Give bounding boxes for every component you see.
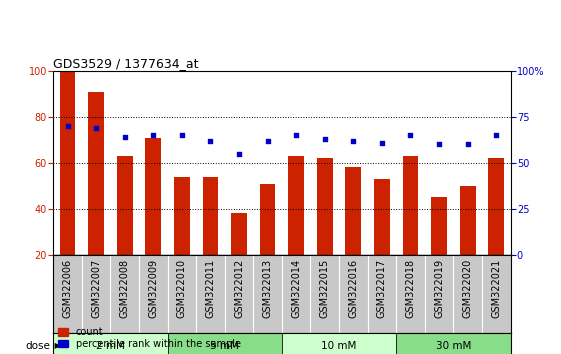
- Point: [435, 142, 444, 147]
- Bar: [168, 333, 282, 354]
- Bar: [145, 137, 161, 255]
- Point: [177, 132, 186, 138]
- Point: [463, 142, 472, 147]
- Bar: [53, 333, 168, 354]
- Bar: [282, 333, 396, 354]
- Bar: [403, 156, 419, 255]
- Text: GSM322019: GSM322019: [434, 259, 444, 318]
- Text: GSM322017: GSM322017: [377, 259, 387, 318]
- Bar: [117, 156, 132, 255]
- Point: [292, 132, 301, 138]
- Text: GSM322006: GSM322006: [63, 259, 72, 318]
- Bar: [431, 198, 447, 255]
- Text: GSM322008: GSM322008: [119, 259, 130, 318]
- Point: [378, 140, 387, 145]
- Text: 30 mM: 30 mM: [436, 341, 471, 350]
- Text: GSM322014: GSM322014: [291, 259, 301, 318]
- Text: GDS3529 / 1377634_at: GDS3529 / 1377634_at: [53, 57, 199, 70]
- Bar: [231, 213, 247, 255]
- Bar: [396, 333, 511, 354]
- Bar: [260, 183, 275, 255]
- Text: GSM322007: GSM322007: [91, 259, 101, 318]
- Text: GSM322016: GSM322016: [348, 259, 358, 318]
- Point: [63, 123, 72, 129]
- Bar: [88, 92, 104, 255]
- Text: dose: dose: [26, 341, 50, 350]
- Legend: count, percentile rank within the sample: count, percentile rank within the sample: [58, 327, 241, 349]
- Bar: [489, 158, 504, 255]
- Bar: [288, 156, 304, 255]
- Point: [320, 136, 329, 142]
- Text: 2 mM: 2 mM: [96, 341, 125, 350]
- Point: [120, 134, 129, 140]
- Point: [263, 138, 272, 144]
- Text: ▶: ▶: [52, 341, 61, 350]
- Text: GSM322009: GSM322009: [148, 259, 158, 318]
- Point: [149, 132, 158, 138]
- Point: [91, 125, 100, 131]
- Text: GSM322013: GSM322013: [263, 259, 273, 318]
- Point: [349, 138, 358, 144]
- Text: GSM322010: GSM322010: [177, 259, 187, 318]
- Text: GSM322020: GSM322020: [463, 259, 473, 318]
- Point: [406, 132, 415, 138]
- Bar: [317, 158, 333, 255]
- Bar: [203, 177, 218, 255]
- Text: GSM322011: GSM322011: [205, 259, 215, 318]
- Text: 5 mM: 5 mM: [210, 341, 239, 350]
- Bar: [460, 186, 476, 255]
- Point: [206, 138, 215, 144]
- Point: [492, 132, 501, 138]
- Text: 10 mM: 10 mM: [321, 341, 357, 350]
- Bar: [346, 167, 361, 255]
- Bar: [174, 177, 190, 255]
- Text: GSM322012: GSM322012: [234, 259, 244, 318]
- Bar: [59, 71, 75, 255]
- Text: GSM322015: GSM322015: [320, 259, 330, 318]
- Bar: [374, 179, 390, 255]
- Text: GSM322021: GSM322021: [491, 259, 501, 318]
- Text: GSM322018: GSM322018: [406, 259, 416, 318]
- Point: [234, 151, 243, 156]
